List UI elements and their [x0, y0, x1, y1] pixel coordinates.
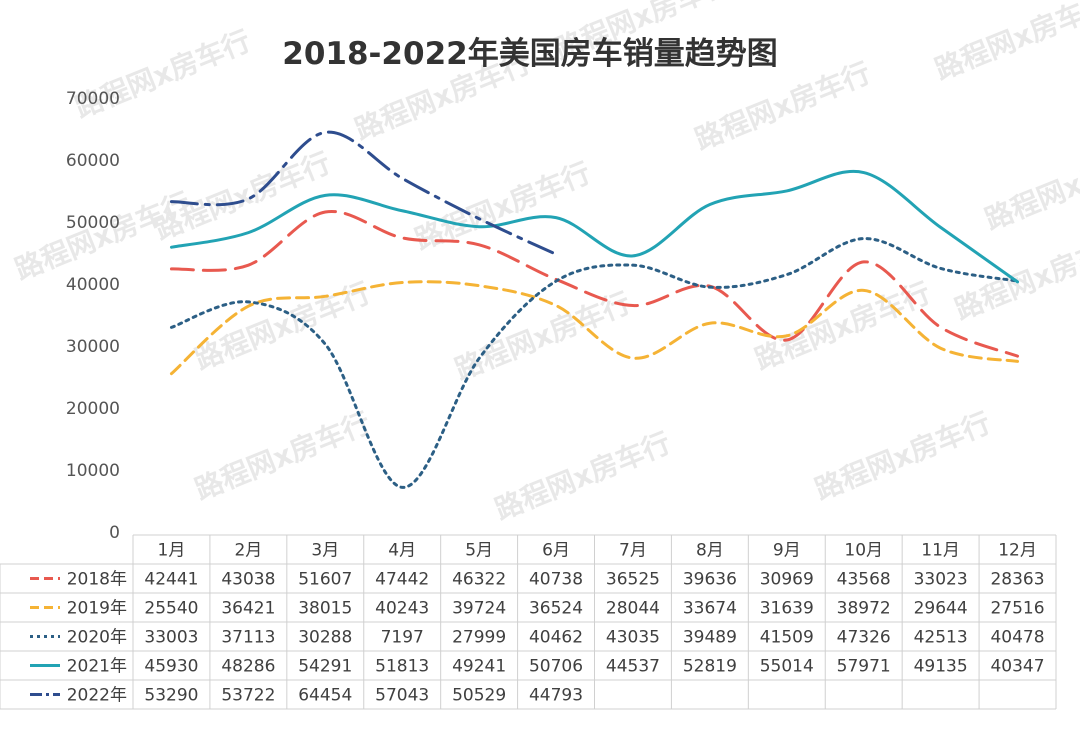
- table-value: 39489: [683, 628, 737, 648]
- table-value: 30288: [298, 628, 352, 648]
- table-value: 45930: [144, 657, 198, 677]
- table-value: 28044: [606, 599, 660, 619]
- x-tick-label: 5月: [465, 541, 493, 561]
- watermark-text: 路程网x房车行: [980, 136, 1080, 236]
- table-value: 40243: [375, 599, 429, 619]
- legend-label: 2021年: [67, 657, 127, 677]
- table-value: 39724: [452, 599, 506, 619]
- x-tick-label: 9月: [773, 541, 801, 561]
- y-tick-label: 10000: [66, 461, 120, 481]
- table-value: 44793: [529, 686, 583, 706]
- series-line-2022年: [169, 130, 558, 256]
- x-tick-label: 1月: [158, 541, 186, 561]
- x-tick-label: 11月: [921, 541, 960, 561]
- data-table: 1月 2月 3月 4月 5月 6月 7月 8月 9月 10月 11月 12月 2018年 42441 430…: [0, 534, 1057, 710]
- watermark-text: 路程网x房车行: [750, 276, 935, 376]
- x-tick-label: 6月: [542, 541, 570, 561]
- watermark-text: 路程网x房车行: [950, 226, 1080, 326]
- chart-title: 2018-2022年美国房车销量趋势图: [282, 36, 777, 72]
- table-value: 54291: [298, 657, 352, 677]
- watermark-text: 路程网x房车行: [190, 406, 375, 506]
- table-value: 47326: [837, 628, 891, 648]
- y-tick-label: 60000: [66, 151, 120, 171]
- table-value: 57043: [375, 686, 429, 706]
- table-value: 36525: [606, 570, 660, 590]
- watermark-text: 路程网x房车行: [930, 0, 1080, 86]
- table-value: 44537: [606, 657, 660, 677]
- x-tick-label: 8月: [696, 541, 724, 561]
- legend-label: 2018年: [67, 570, 127, 590]
- table-value: 46322: [452, 570, 506, 590]
- table-value: 33674: [683, 599, 737, 619]
- table-value: 28363: [990, 570, 1044, 590]
- watermark-text: 路程网x房车行: [490, 426, 675, 526]
- series-line-2021年: [169, 169, 1020, 284]
- x-tick-label: 2月: [234, 541, 262, 561]
- y-tick-label: 50000: [66, 213, 120, 233]
- table-value: 36421: [221, 599, 275, 619]
- table-value: 42441: [144, 570, 198, 590]
- table-value: 7197: [381, 628, 424, 648]
- table-value: 40462: [529, 628, 583, 648]
- table-value: 51813: [375, 657, 429, 677]
- table-value: 25540: [144, 599, 198, 619]
- table-value: 64454: [298, 686, 352, 706]
- table-value: 57971: [837, 657, 891, 677]
- y-tick-label: 30000: [66, 337, 120, 357]
- x-tick-label: 4月: [388, 541, 416, 561]
- table-value: 31639: [760, 599, 814, 619]
- table-value: 43038: [221, 570, 275, 590]
- table-value: 30969: [760, 570, 814, 590]
- watermark-text: 路程网x房车行: [70, 24, 255, 124]
- watermark-text: 路程网x房车行: [810, 406, 995, 506]
- table-value: 53290: [144, 686, 198, 706]
- table-value: 36524: [529, 599, 583, 619]
- x-tick-label: 10月: [844, 541, 883, 561]
- y-axis: 0 10000 20000 30000 40000 50000 60000 70000: [66, 89, 120, 543]
- table-value: 49241: [452, 657, 506, 677]
- x-tick-label: 3月: [311, 541, 339, 561]
- legend-label: 2022年: [67, 686, 127, 706]
- y-tick-label: 40000: [66, 275, 120, 295]
- table-value: 51607: [298, 570, 352, 590]
- table-value: 37113: [221, 628, 275, 648]
- series-lines: [169, 130, 1020, 489]
- table-value: 42513: [914, 628, 968, 648]
- table-value: 55014: [760, 657, 814, 677]
- table-value: 49135: [914, 657, 968, 677]
- table-value: 39636: [683, 570, 737, 590]
- y-tick-label: 0: [109, 523, 120, 543]
- table-value: 40478: [990, 628, 1044, 648]
- x-tick-label: 12月: [998, 541, 1037, 561]
- table-value: 50706: [529, 657, 583, 677]
- table-value: 27999: [452, 628, 506, 648]
- table-value: 29644: [914, 599, 968, 619]
- table-value: 33023: [914, 570, 968, 590]
- table-value: 40347: [990, 657, 1044, 677]
- table-value: 48286: [221, 657, 275, 677]
- table-value: 33003: [144, 628, 198, 648]
- y-tick-label: 20000: [66, 399, 120, 419]
- table-value: 43568: [837, 570, 891, 590]
- table-value: 27516: [990, 599, 1044, 619]
- series-line-2018年: [169, 210, 1020, 358]
- series-line-2020年: [169, 237, 1020, 489]
- table-value: 47442: [375, 570, 429, 590]
- legend-label: 2019年: [67, 599, 127, 619]
- table-value: 52819: [683, 657, 737, 677]
- table-value: 53722: [221, 686, 275, 706]
- table-value: 43035: [606, 628, 660, 648]
- legend-label: 2020年: [67, 628, 127, 648]
- table-value: 38015: [298, 599, 352, 619]
- table-value: 40738: [529, 570, 583, 590]
- series-line-2019年: [169, 280, 1020, 376]
- y-tick-label: 70000: [66, 89, 120, 109]
- table-value: 38972: [837, 599, 891, 619]
- watermark-text: 路程网x房车行: [190, 276, 375, 376]
- table-value: 41509: [760, 628, 814, 648]
- x-tick-label: 7月: [619, 541, 647, 561]
- table-value: 50529: [452, 686, 506, 706]
